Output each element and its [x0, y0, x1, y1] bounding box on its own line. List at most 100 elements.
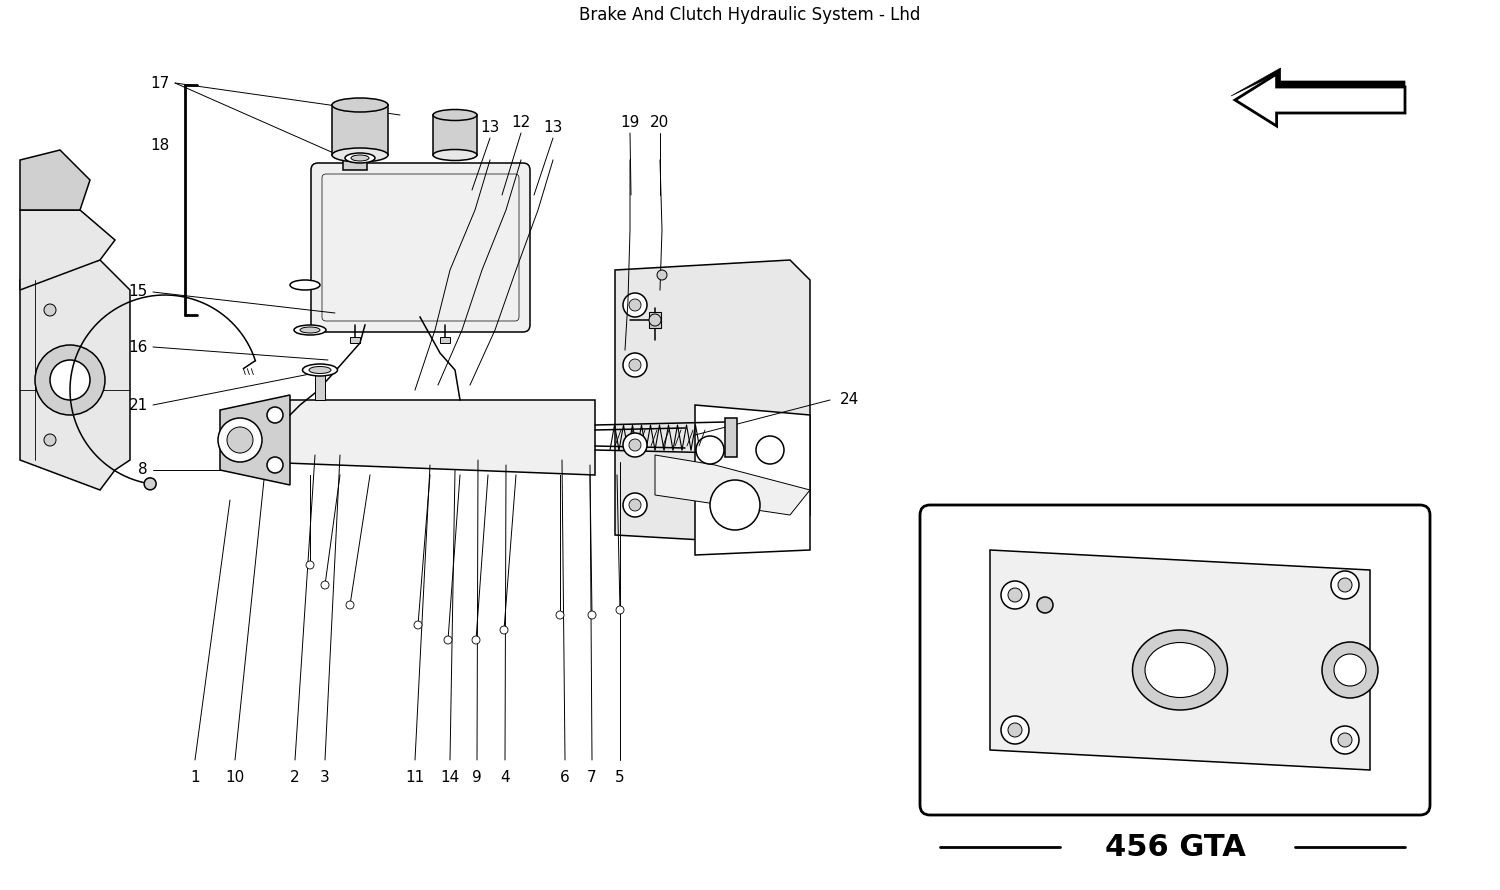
Ellipse shape — [309, 367, 332, 374]
Polygon shape — [1234, 74, 1406, 126]
Ellipse shape — [351, 155, 369, 161]
Text: 7: 7 — [586, 770, 597, 785]
Text: 11: 11 — [405, 770, 424, 785]
Circle shape — [622, 293, 646, 317]
Circle shape — [1322, 642, 1378, 698]
Circle shape — [628, 439, 640, 451]
Bar — [332, 105, 388, 155]
Text: 4: 4 — [500, 770, 510, 785]
Circle shape — [226, 427, 254, 453]
Ellipse shape — [300, 327, 320, 333]
Bar — [650, 312, 662, 328]
Ellipse shape — [294, 325, 326, 335]
Circle shape — [556, 611, 564, 619]
Text: 1: 1 — [190, 770, 200, 785]
Text: 22: 22 — [1086, 779, 1104, 794]
Circle shape — [1334, 654, 1366, 686]
Ellipse shape — [303, 364, 338, 376]
Circle shape — [696, 436, 724, 464]
Bar — [433, 115, 477, 155]
Circle shape — [1330, 571, 1359, 599]
Circle shape — [217, 418, 262, 462]
Circle shape — [267, 457, 284, 473]
Circle shape — [346, 601, 354, 609]
Circle shape — [1000, 716, 1029, 744]
Circle shape — [588, 611, 596, 619]
Text: 5: 5 — [615, 770, 626, 785]
Circle shape — [622, 433, 646, 457]
Circle shape — [267, 407, 284, 423]
Ellipse shape — [332, 148, 388, 162]
Circle shape — [1008, 588, 1022, 602]
Text: 3: 3 — [320, 770, 330, 785]
Circle shape — [306, 561, 314, 569]
Circle shape — [616, 606, 624, 614]
Circle shape — [500, 626, 508, 634]
Circle shape — [472, 636, 480, 644]
Polygon shape — [285, 400, 596, 475]
Bar — [440, 337, 450, 343]
Text: 24: 24 — [840, 392, 860, 408]
Bar — [724, 418, 736, 457]
Circle shape — [34, 345, 105, 415]
Text: 23: 23 — [1048, 779, 1068, 794]
Ellipse shape — [433, 150, 477, 160]
Circle shape — [1330, 726, 1359, 754]
Text: 2: 2 — [290, 770, 300, 785]
Polygon shape — [20, 210, 116, 290]
Circle shape — [414, 621, 422, 629]
Bar — [350, 337, 360, 343]
Polygon shape — [20, 150, 90, 210]
Bar — [344, 155, 368, 170]
Text: 14: 14 — [441, 770, 459, 785]
Text: 9: 9 — [472, 770, 482, 785]
Text: 20: 20 — [651, 115, 669, 130]
Circle shape — [1036, 597, 1053, 613]
Polygon shape — [220, 395, 290, 485]
Polygon shape — [20, 260, 130, 490]
Text: 21: 21 — [129, 398, 149, 412]
Text: Brake And Clutch Hydraulic System - Lhd: Brake And Clutch Hydraulic System - Lhd — [579, 6, 921, 24]
Ellipse shape — [290, 280, 320, 290]
Circle shape — [1000, 581, 1029, 609]
FancyBboxPatch shape — [920, 505, 1430, 815]
Ellipse shape — [1144, 643, 1215, 698]
Text: 12: 12 — [512, 115, 531, 130]
Circle shape — [622, 353, 646, 377]
Polygon shape — [615, 260, 810, 545]
Text: 6: 6 — [560, 770, 570, 785]
Circle shape — [44, 434, 55, 446]
Circle shape — [622, 493, 646, 517]
Bar — [315, 368, 326, 400]
Polygon shape — [990, 550, 1370, 770]
Circle shape — [1008, 723, 1022, 737]
Circle shape — [628, 499, 640, 511]
Ellipse shape — [332, 98, 388, 112]
Circle shape — [628, 359, 640, 371]
Ellipse shape — [345, 153, 375, 163]
Polygon shape — [656, 455, 810, 515]
Text: 13: 13 — [480, 120, 500, 135]
Circle shape — [657, 270, 668, 280]
Ellipse shape — [433, 109, 477, 120]
Circle shape — [650, 314, 662, 326]
Text: 15: 15 — [129, 285, 149, 300]
Text: 19: 19 — [621, 115, 639, 130]
Circle shape — [628, 299, 640, 311]
Circle shape — [321, 581, 328, 589]
Circle shape — [710, 480, 760, 530]
Circle shape — [444, 636, 452, 644]
Text: 18: 18 — [152, 137, 170, 152]
Circle shape — [1338, 733, 1352, 747]
Text: 8: 8 — [138, 463, 148, 478]
FancyBboxPatch shape — [310, 163, 530, 332]
Circle shape — [50, 360, 90, 400]
Polygon shape — [694, 405, 810, 555]
Text: 456 GTA: 456 GTA — [1104, 832, 1245, 862]
Text: 16: 16 — [129, 339, 149, 354]
Circle shape — [756, 436, 784, 464]
Circle shape — [144, 478, 156, 490]
Ellipse shape — [1132, 630, 1227, 710]
Circle shape — [1338, 578, 1352, 592]
Polygon shape — [1232, 68, 1406, 96]
